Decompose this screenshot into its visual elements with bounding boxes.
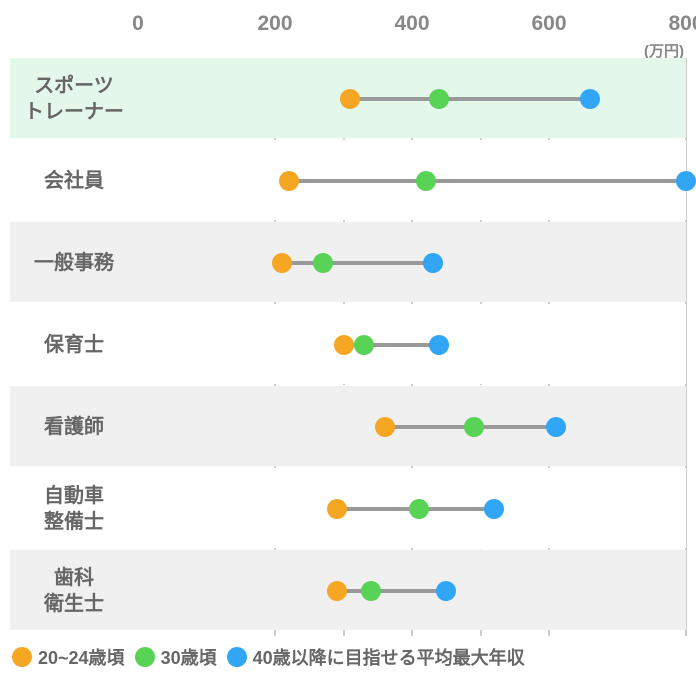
- legend-item-age40plus: 40歳以降に目指せる平均最大年収: [227, 644, 525, 670]
- marker-age30: [409, 499, 429, 519]
- marker-age20_24: [334, 335, 354, 355]
- row-label: 一般事務: [10, 250, 138, 276]
- marker-age20_24: [327, 499, 347, 519]
- legend-label: 20~24歳頃: [38, 644, 125, 670]
- row-4: 看護師: [0, 386, 696, 468]
- marker-age30: [464, 417, 484, 437]
- salary-range-chart: 0200400600800(万円) スポーツトレーナー会社員一般事務保育士看護師…: [0, 0, 696, 684]
- legend-item-age30: 30歳頃: [135, 644, 217, 670]
- marker-age40plus: [429, 335, 449, 355]
- legend-dot-icon: [135, 647, 155, 667]
- rows-container: スポーツトレーナー会社員一般事務保育士看護師自動車整備士歯科衛生士: [0, 58, 696, 640]
- marker-age20_24: [272, 253, 292, 273]
- marker-age40plus: [676, 171, 696, 191]
- marker-age20_24: [375, 417, 395, 437]
- row-label: 自動車整備士: [10, 483, 138, 535]
- x-tick-600: 600: [531, 12, 566, 36]
- marker-age40plus: [580, 89, 600, 109]
- legend: 20~24歳頃 30歳頃 40歳以降に目指せる平均最大年収: [12, 640, 684, 674]
- connector: [337, 589, 447, 593]
- row-label: 保育士: [10, 332, 138, 358]
- marker-age20_24: [340, 89, 360, 109]
- row-0: スポーツトレーナー: [0, 58, 696, 140]
- marker-age40plus: [484, 499, 504, 519]
- marker-age30: [313, 253, 333, 273]
- row-2: 一般事務: [0, 222, 696, 304]
- legend-dot-icon: [227, 647, 247, 667]
- marker-age40plus: [423, 253, 443, 273]
- row-6: 歯科衛生士: [0, 550, 696, 632]
- connector: [350, 97, 590, 101]
- plot-area: 0200400600800(万円) スポーツトレーナー会社員一般事務保育士看護師…: [0, 0, 696, 640]
- marker-age20_24: [279, 171, 299, 191]
- legend-dot-icon: [12, 647, 32, 667]
- marker-age30: [354, 335, 374, 355]
- row-label: 会社員: [10, 168, 138, 194]
- marker-age30: [361, 581, 381, 601]
- row-1: 会社員: [0, 140, 696, 222]
- x-tick-200: 200: [257, 12, 292, 36]
- row-label: 歯科衛生士: [10, 565, 138, 617]
- x-tick-800: 800: [668, 12, 696, 36]
- marker-age20_24: [327, 581, 347, 601]
- marker-age40plus: [546, 417, 566, 437]
- row-5: 自動車整備士: [0, 468, 696, 550]
- x-axis-ticks: 0200400600800(万円): [0, 0, 696, 58]
- marker-age30: [416, 171, 436, 191]
- marker-age30: [429, 89, 449, 109]
- connector: [282, 261, 433, 265]
- legend-label: 30歳頃: [161, 644, 217, 670]
- row-3: 保育士: [0, 304, 696, 386]
- x-tick-400: 400: [394, 12, 429, 36]
- legend-label: 40歳以降に目指せる平均最大年収: [253, 644, 525, 670]
- x-tick-0: 0: [132, 12, 144, 36]
- row-label: 看護師: [10, 414, 138, 440]
- marker-age40plus: [436, 581, 456, 601]
- row-label: スポーツトレーナー: [10, 73, 138, 125]
- connector: [289, 179, 686, 183]
- legend-item-age20_24: 20~24歳頃: [12, 644, 125, 670]
